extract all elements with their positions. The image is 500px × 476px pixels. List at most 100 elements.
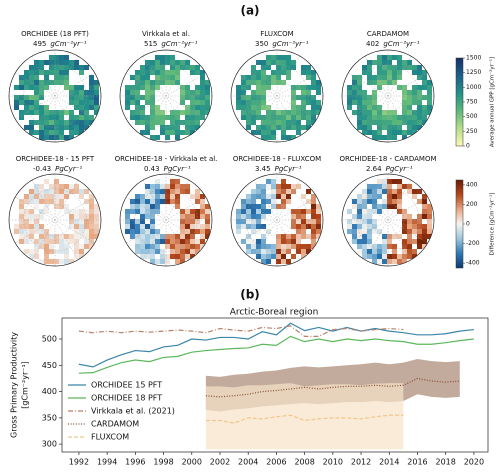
map-cell	[150, 199, 155, 204]
map-cell	[135, 244, 140, 249]
map-cell	[54, 199, 59, 204]
map-cell	[377, 85, 382, 90]
map-cell	[422, 85, 427, 90]
map-cell	[170, 179, 175, 184]
legend-label: ORCHIDEE 15 PFT	[91, 381, 162, 390]
map-cell	[286, 189, 291, 194]
map-cell	[271, 249, 276, 254]
map-cell	[39, 189, 44, 194]
map-cell	[372, 219, 377, 224]
map-cell	[145, 204, 150, 209]
map-cell	[69, 130, 74, 135]
map-cell	[59, 239, 64, 244]
map-cell	[135, 209, 140, 214]
map-cell	[382, 65, 387, 70]
map-cell	[367, 130, 372, 135]
colorbar-tick-label: 750	[466, 99, 478, 106]
map-cell	[205, 85, 210, 90]
map-cell	[417, 115, 422, 120]
map-cell	[170, 184, 175, 189]
map-cell	[180, 95, 185, 100]
map-cell	[306, 100, 311, 105]
map-cell	[39, 65, 44, 70]
map-cell	[74, 214, 79, 219]
map-total: 0.43 PgCyr⁻¹	[144, 165, 191, 173]
graticule	[260, 79, 294, 113]
map-cell	[266, 65, 271, 70]
map-cell	[281, 184, 286, 189]
map-cell	[296, 85, 301, 90]
map-cell	[382, 184, 387, 189]
map-cell	[357, 249, 362, 254]
map-cell	[241, 115, 246, 120]
map-cell	[140, 70, 145, 75]
map-cell	[271, 55, 276, 60]
map-cell	[276, 194, 281, 199]
map-cell	[276, 184, 281, 189]
map-cell	[407, 60, 412, 65]
map-cell	[382, 75, 387, 80]
map-cell	[397, 55, 402, 60]
map-cell	[357, 224, 362, 229]
map-title: ORCHIDEE-18 - Virkkala et al.	[115, 155, 218, 163]
map-cell	[170, 244, 175, 249]
map-cell	[311, 95, 316, 100]
map-cell	[362, 70, 367, 75]
map-cell	[271, 244, 276, 249]
map-cell	[165, 125, 170, 130]
map-border	[8, 49, 102, 143]
map-cell	[412, 125, 417, 130]
map-cell	[155, 259, 160, 264]
map-cell	[382, 70, 387, 75]
map-cell	[94, 95, 99, 100]
map-cell	[392, 115, 397, 120]
map-cell	[392, 135, 397, 140]
map-cell	[180, 244, 185, 249]
map-cell	[69, 110, 74, 115]
map-cell	[24, 199, 29, 204]
map-cell	[135, 204, 140, 209]
map-cell	[69, 234, 74, 239]
map-cell	[402, 115, 407, 120]
map-cell	[94, 204, 99, 209]
map-cell	[135, 85, 140, 90]
map-cell	[190, 209, 195, 214]
map-cell	[251, 120, 256, 125]
map-cell	[89, 85, 94, 90]
map-cell	[180, 234, 185, 239]
map-cell	[205, 204, 210, 209]
map-cell	[306, 95, 311, 100]
map-cell	[79, 224, 84, 229]
map-cell	[417, 85, 422, 90]
map-cell	[205, 219, 210, 224]
map-cell	[266, 179, 271, 184]
map-cell	[155, 60, 160, 65]
map-cell	[175, 65, 180, 70]
map-cell	[402, 184, 407, 189]
map-cell	[392, 199, 397, 204]
map-cell	[89, 95, 94, 100]
map-cell	[74, 229, 79, 234]
map-cell	[34, 229, 39, 234]
map-cell	[427, 209, 432, 214]
map-cell	[367, 60, 372, 65]
graticule	[348, 72, 428, 120]
map-cell	[130, 204, 135, 209]
map-cell	[74, 105, 79, 110]
map-cell	[256, 115, 261, 120]
map-cell	[291, 125, 296, 130]
map-cell	[251, 100, 256, 105]
map-cell	[286, 135, 291, 140]
map-cell	[377, 115, 382, 120]
map-cell	[24, 100, 29, 105]
map-cell	[246, 120, 251, 125]
map-cell	[372, 110, 377, 115]
map-cell	[59, 125, 64, 130]
map-cell	[200, 234, 205, 239]
graticule	[134, 188, 198, 252]
map-cell	[402, 219, 407, 224]
map-cell	[185, 244, 190, 249]
map-cell	[74, 239, 79, 244]
map-cell	[180, 229, 185, 234]
map-cell	[150, 244, 155, 249]
